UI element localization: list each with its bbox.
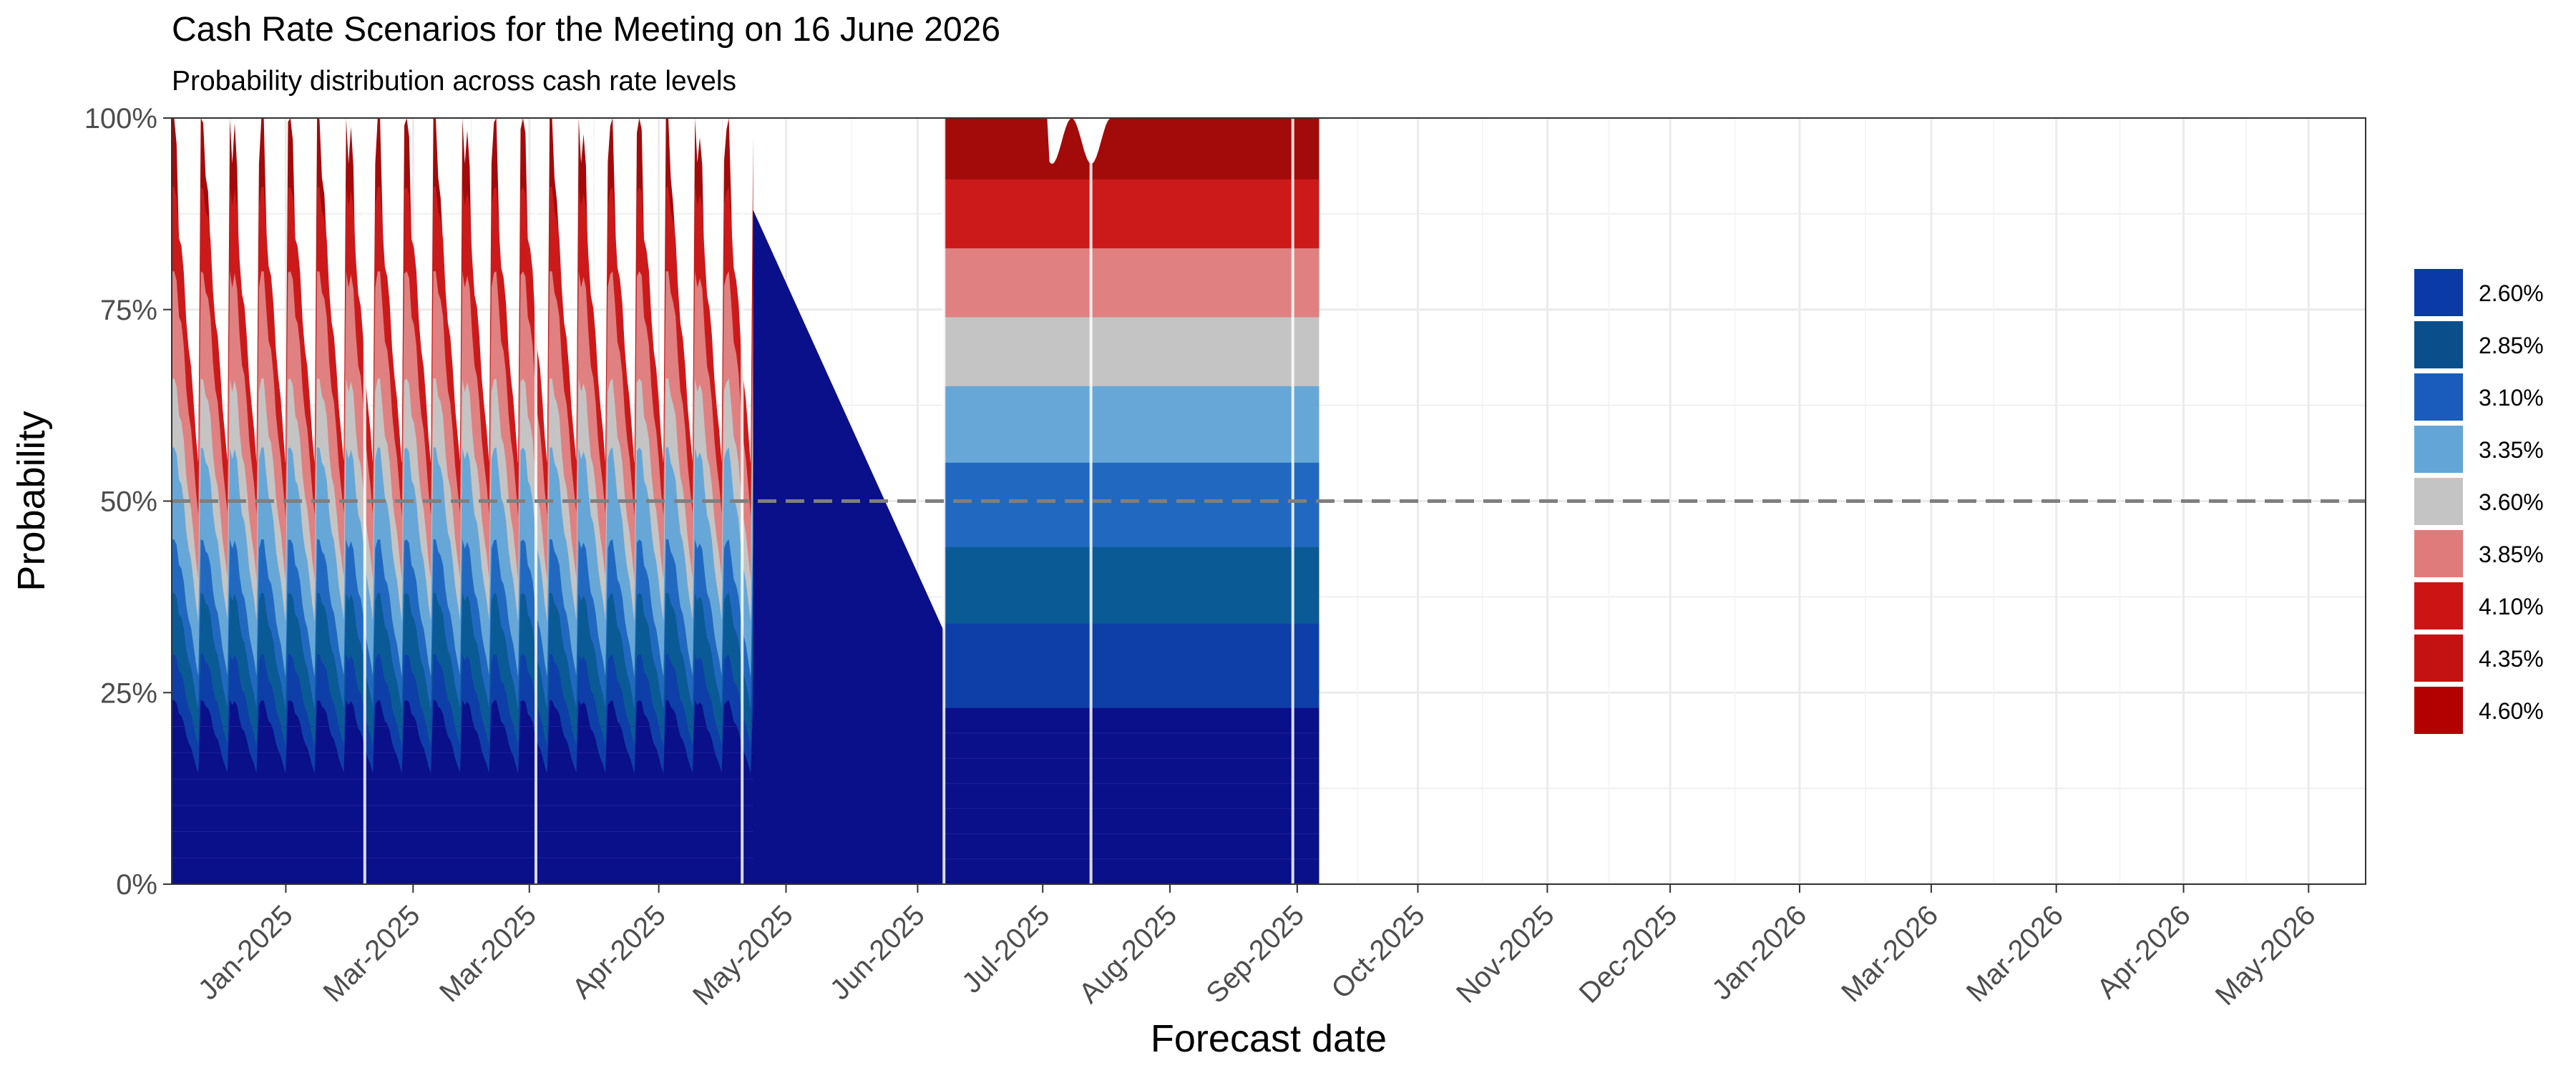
legend-label: 3.60% xyxy=(2479,489,2544,515)
x-tick-label: May-2026 xyxy=(2210,899,2322,1011)
y-axis: 0% 25% 50% 75% 100% xyxy=(84,103,172,901)
y-tick-label: 50% xyxy=(100,486,157,518)
x-tick-label: Oct-2025 xyxy=(1325,899,1430,1004)
x-tick-label: Mar-2026 xyxy=(1961,899,2069,1008)
legend: 2.60% 2.85% 3.10% 3.35% 3.60% 3.85% 4.10% 4.35%… xyxy=(2414,269,2544,734)
x-tick-label: Apr-2025 xyxy=(567,899,672,1004)
legend-swatch xyxy=(2414,426,2463,473)
legend-label: 2.85% xyxy=(2479,333,2544,358)
x-tick-label: Jan-2026 xyxy=(1706,899,1813,1006)
y-tick-label: 75% xyxy=(100,295,157,326)
area-band-2.60% xyxy=(944,707,1319,884)
legend-swatch xyxy=(2414,687,2463,734)
legend-swatch xyxy=(2414,635,2463,682)
y-tick-label: 100% xyxy=(84,103,157,134)
x-tick-label: May-2025 xyxy=(687,899,799,1011)
area-layer xyxy=(172,118,1319,885)
area-band-2.60% xyxy=(172,700,753,884)
legend-swatch xyxy=(2414,321,2463,368)
overlay-layer xyxy=(172,118,2366,884)
legend-swatch xyxy=(2414,530,2463,577)
legend-label: 2.60% xyxy=(2479,280,2544,306)
y-axis-title: Probability xyxy=(10,411,53,591)
legend-swatch xyxy=(2414,373,2463,421)
legend-label: 3.10% xyxy=(2479,385,2544,411)
x-tick-label: Sep-2025 xyxy=(1200,899,1310,1009)
y-tick-label: 25% xyxy=(100,677,157,709)
legend-label: 4.35% xyxy=(2479,646,2544,672)
x-tick-label: Mar-2026 xyxy=(1835,899,1944,1008)
y-tick-label: 0% xyxy=(116,869,157,901)
x-tick-label: Mar-2025 xyxy=(317,899,426,1008)
x-tick-label: Jul-2025 xyxy=(956,899,1056,999)
legend-label: 3.85% xyxy=(2479,542,2544,567)
x-tick-label: Mar-2025 xyxy=(434,899,542,1008)
x-tick-label: Apr-2026 xyxy=(2091,899,2196,1004)
x-tick-label: Dec-2025 xyxy=(1574,899,1684,1009)
x-tick-label: Jan-2025 xyxy=(192,899,299,1006)
x-axis-title: Forecast date xyxy=(1151,1017,1387,1060)
x-tick-label: Nov-2025 xyxy=(1450,899,1561,1009)
x-tick-label: Jun-2025 xyxy=(824,899,931,1006)
legend-swatch xyxy=(2414,478,2463,525)
legend-swatch xyxy=(2414,582,2463,629)
transition-area xyxy=(753,210,945,884)
chart-title: Cash Rate Scenarios for the Meeting on 1… xyxy=(172,11,1001,49)
legend-swatch xyxy=(2414,269,2463,316)
legend-label: 4.60% xyxy=(2479,698,2544,724)
legend-label: 4.10% xyxy=(2479,594,2544,619)
x-axis: Jan-2025 Mar-2025 Mar-2025 Apr-2025 May-2025… xyxy=(192,884,2322,1011)
legend-label: 3.35% xyxy=(2479,437,2544,463)
x-tick-label: Aug-2025 xyxy=(1073,899,1184,1009)
chart-subtitle: Probability distribution across cash rat… xyxy=(172,66,737,97)
